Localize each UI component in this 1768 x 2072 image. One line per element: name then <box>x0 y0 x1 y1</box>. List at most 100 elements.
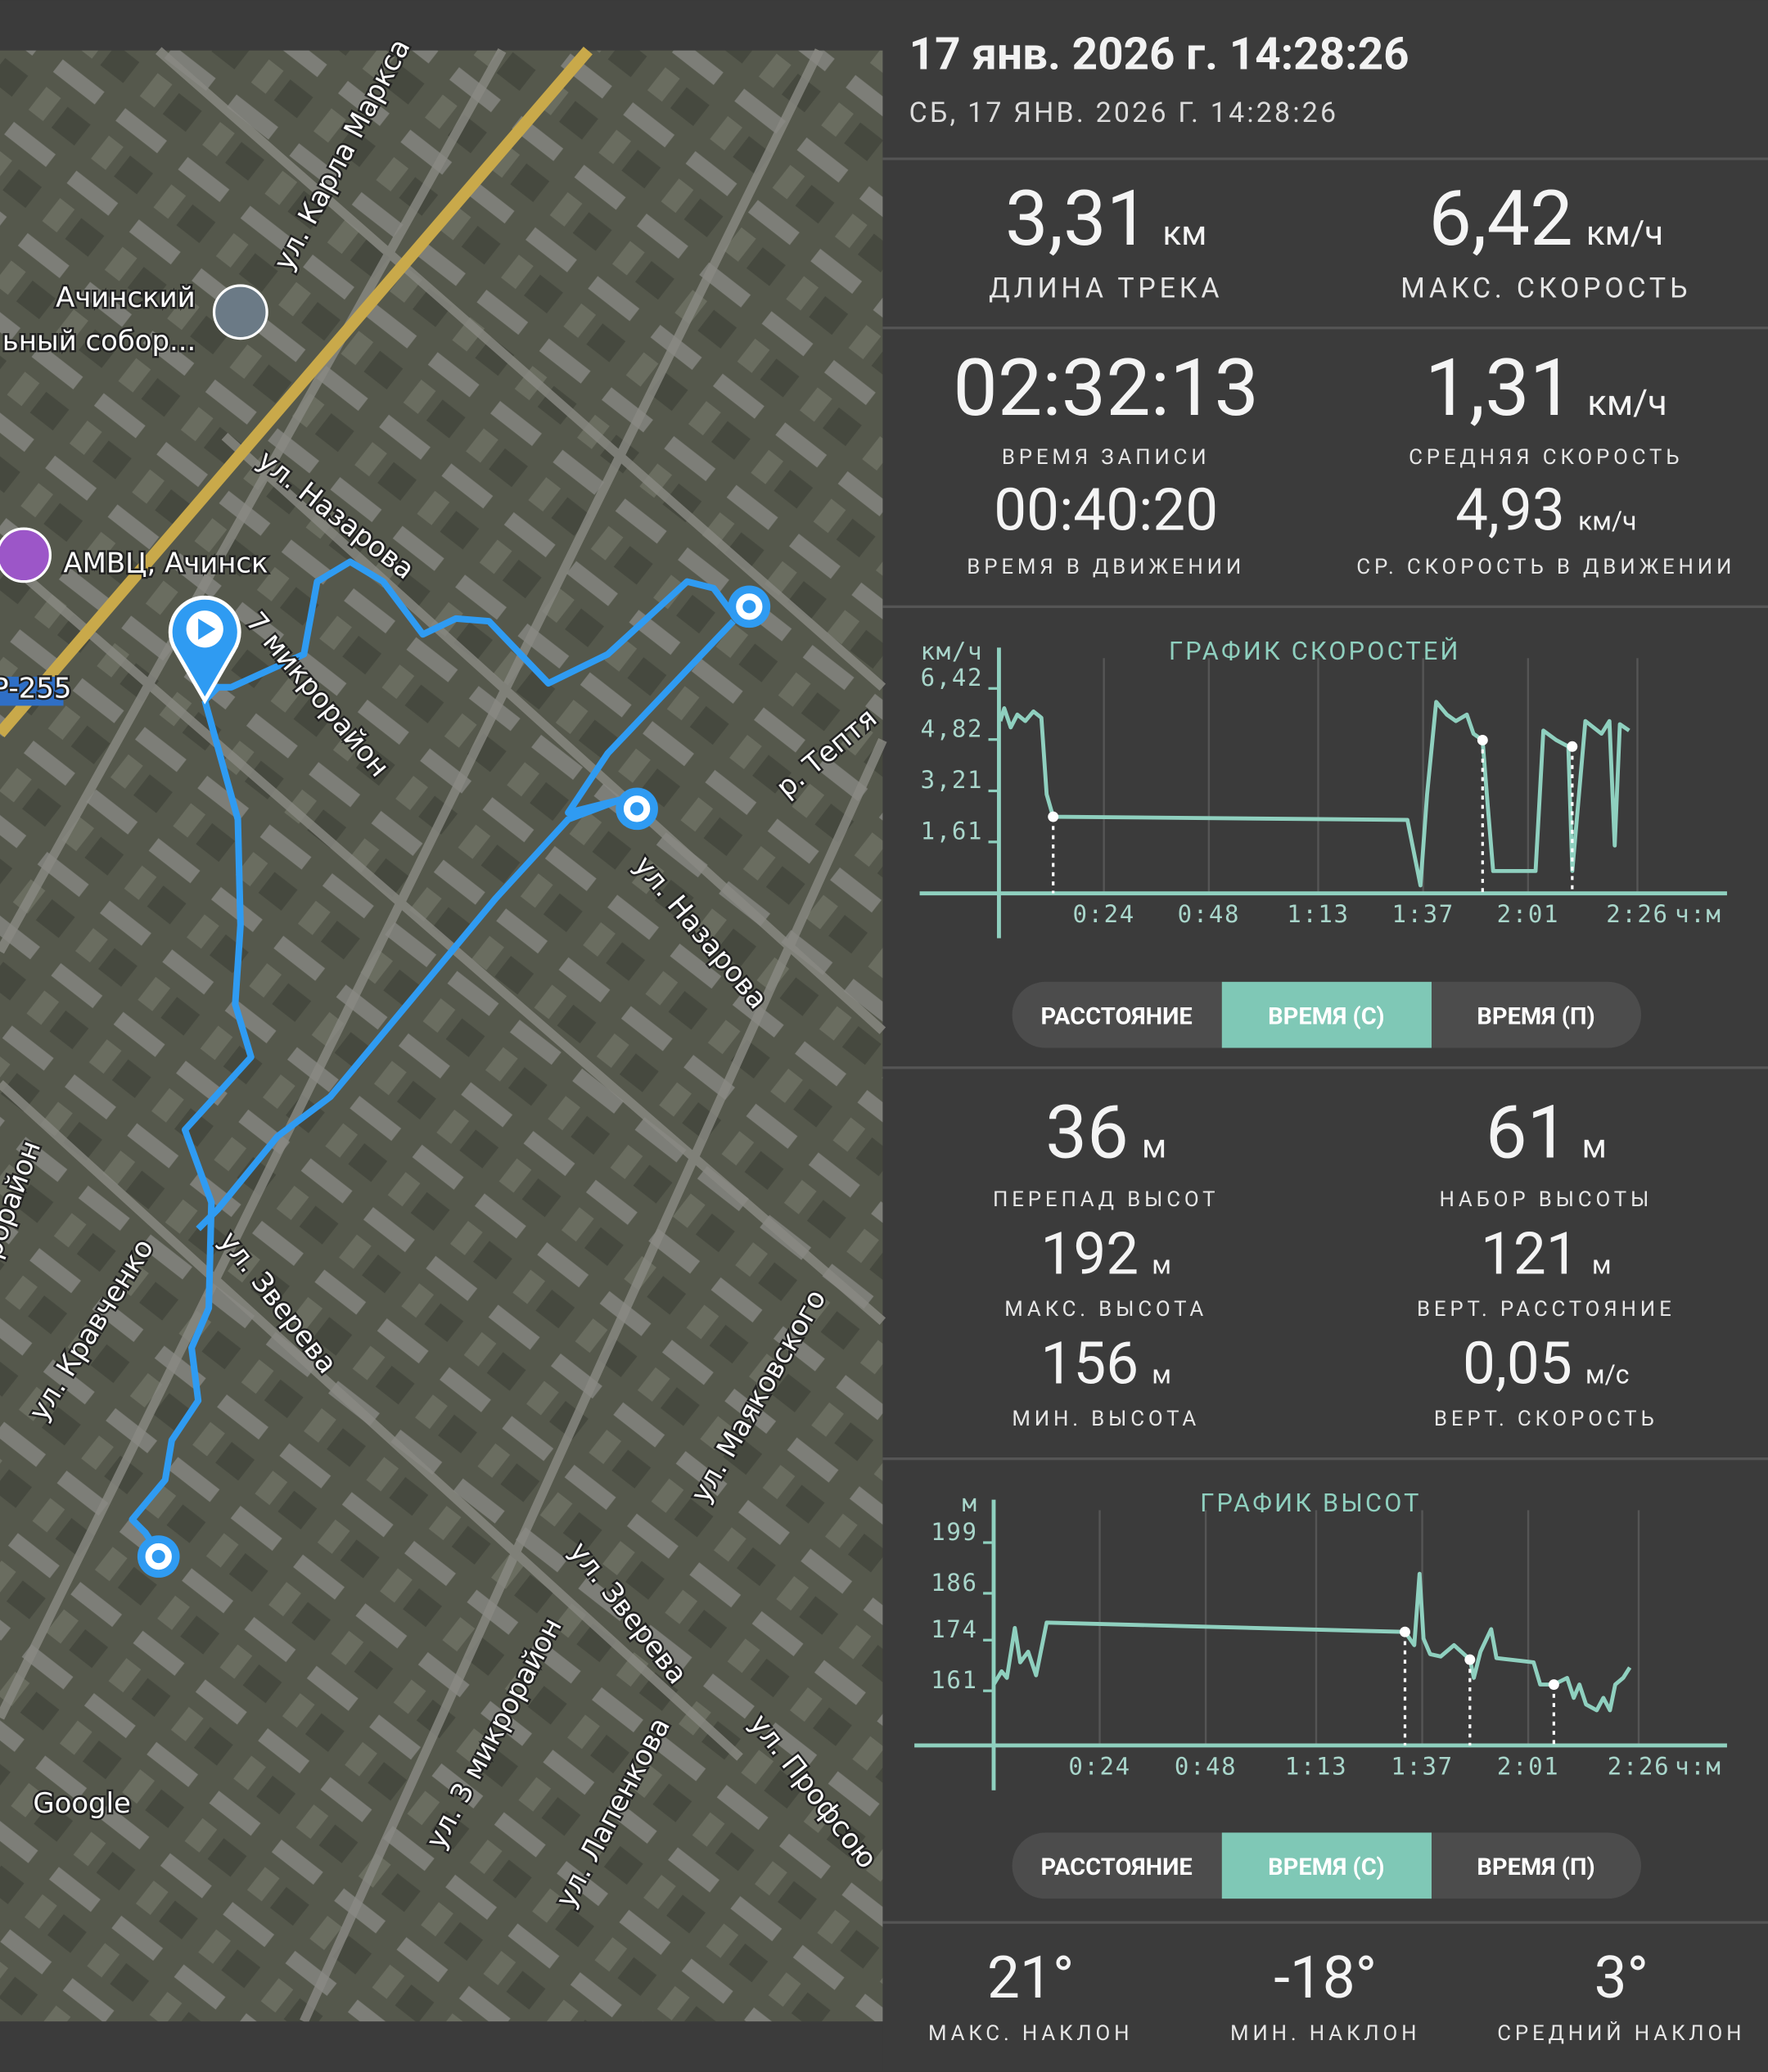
x-tick-label: 1:37 <box>1391 900 1454 928</box>
stat-value: 61 м <box>1486 1090 1607 1177</box>
stat-value: -18° <box>1274 1944 1377 2012</box>
value: 21° <box>987 1944 1074 2012</box>
value: 61 <box>1486 1090 1569 1177</box>
unit: км/ч <box>1586 214 1663 254</box>
x-axis-label: ч:м <box>1675 900 1721 928</box>
y-tick-label: 174 <box>931 1615 977 1643</box>
stat-label: СРЕДНЯЯ СКОРОСТЬ <box>1409 445 1683 470</box>
stat-label: СРЕДНИЙ НАКЛОН <box>1497 2021 1745 2046</box>
data-line <box>991 1571 1632 1713</box>
toggle-active[interactable] <box>1221 1832 1432 1899</box>
x-tick-label: 0:24 <box>1072 900 1134 928</box>
stat-value: 1,31 км/ч <box>1425 341 1667 435</box>
data-line <box>998 700 1630 888</box>
marker <box>1548 1679 1559 1691</box>
title: 17 янв. 2026 г. 14:28:26 <box>909 28 1409 80</box>
stat-value: 121 м <box>1481 1221 1612 1289</box>
x-tick-label: 1:13 <box>1287 900 1349 928</box>
stat-label: НАБОР ВЫСОТЫ <box>1439 1187 1653 1212</box>
stat-label: ВРЕМЯ В ДВИЖЕНИИ <box>967 555 1245 579</box>
y-tick-label: 1,61 <box>921 818 983 845</box>
stat-label: МИН. ВЫСОТА <box>1012 1407 1200 1431</box>
stat-label: МИН. НАКЛОН <box>1230 2021 1420 2046</box>
marker <box>1567 741 1578 752</box>
unit: м <box>1152 1359 1171 1390</box>
toggle-active[interactable] <box>1221 981 1432 1048</box>
marker <box>1477 735 1488 745</box>
toggle-option[interactable]: РАССТОЯНИЕ <box>1040 1854 1192 1881</box>
y-tick-label: 6,42 <box>921 664 983 691</box>
stat-label: ПЕРЕПАД ВЫСОТ <box>993 1187 1219 1212</box>
x-axis-label: ч:м <box>1675 1752 1721 1780</box>
unit: км/ч <box>1578 506 1637 537</box>
value: 00:40:20 <box>994 477 1218 545</box>
chart-title: ГРАФИК ВЫСОТ <box>1200 1489 1421 1518</box>
x-tick-label: 0:48 <box>1178 900 1240 928</box>
value: 36 <box>1045 1090 1129 1177</box>
x-tick-label: 0:48 <box>1175 1752 1237 1780</box>
stat-value: 156 м <box>1040 1331 1171 1399</box>
stat-value: 6,42 км/ч <box>1428 173 1663 264</box>
y-tick-label: 186 <box>931 1569 977 1597</box>
stat-value: 3° <box>1594 1944 1648 2012</box>
stat-label: МАКС. НАКЛОН <box>928 2021 1133 2046</box>
toggle-option[interactable]: ВРЕМЯ (С) <box>1268 1854 1384 1881</box>
stat-label: СР. СКОРОСТЬ В ДВИЖЕНИИ <box>1356 555 1735 579</box>
stat-label: ВРЕМЯ ЗАПИСИ <box>1002 445 1211 470</box>
value: 121 <box>1481 1221 1579 1289</box>
x-tick-label: 1:13 <box>1285 1752 1347 1780</box>
y-tick-label: 4,82 <box>921 714 983 742</box>
map-label: АМВЦ, Ачинск <box>63 547 268 579</box>
stat-value: 3,31 км <box>1005 173 1206 264</box>
chart-title: ГРАФИК СКОРОСТЕЙ <box>1169 637 1461 666</box>
y-axis-label: км/ч <box>921 637 983 665</box>
map-label: Р-255 <box>0 673 71 705</box>
stat-value: 0,05 м/с <box>1463 1331 1629 1399</box>
value: 3,31 <box>1005 173 1149 264</box>
y-axis-label: м <box>963 1489 978 1517</box>
marker <box>1400 1626 1410 1637</box>
toggle-option[interactable]: ВРЕМЯ (С) <box>1268 1002 1384 1030</box>
stat-label: ВЕРТ. РАССТОЯНИЕ <box>1417 1297 1676 1322</box>
toggle-option[interactable]: РАССТОЯНИЕ <box>1040 1002 1192 1030</box>
value: 4,93 <box>1455 477 1565 545</box>
stat-value: 00:40:20 <box>994 477 1218 545</box>
x-tick-label: 2:26 <box>1606 900 1668 928</box>
stat-value: 21° <box>987 1944 1074 2012</box>
y-tick-label: 199 <box>931 1518 977 1546</box>
value: 02:32:13 <box>953 341 1259 435</box>
unit: м <box>1152 1250 1171 1281</box>
value: 3° <box>1594 1944 1648 2012</box>
stat-value: 192 м <box>1040 1221 1171 1289</box>
stat-label: ДЛИНА ТРЕКА <box>989 273 1223 305</box>
unit: км/ч <box>1587 382 1667 424</box>
y-tick-label: 161 <box>931 1666 977 1694</box>
value: -18° <box>1274 1944 1377 2012</box>
stat-label: ВЕРТ. СКОРОСТЬ <box>1434 1407 1658 1431</box>
toggle-option[interactable]: ВРЕМЯ (П) <box>1477 1854 1594 1881</box>
stat-label: МАКС. ВЫСОТА <box>1004 1297 1207 1322</box>
stat-value: 4,93 км/ч <box>1455 477 1636 545</box>
stat-value: 02:32:13 <box>953 341 1259 435</box>
unit: м <box>1582 1127 1607 1166</box>
unit: м <box>1142 1127 1166 1166</box>
value: 156 <box>1040 1331 1139 1399</box>
x-tick-label: 2:01 <box>1497 900 1559 928</box>
map[interactable] <box>0 46 887 2072</box>
marker <box>1464 1654 1476 1665</box>
subtitle: СБ, 17 ЯНВ. 2026 Г. 14:28:26 <box>909 97 1339 129</box>
x-tick-label: 0:24 <box>1068 1752 1130 1780</box>
map-label: ьный собор... <box>2 325 196 357</box>
map-label: Google <box>33 1787 131 1819</box>
x-tick-label: 2:26 <box>1608 1752 1670 1780</box>
y-tick-label: 3,21 <box>921 766 983 794</box>
value: 0,05 <box>1463 1331 1572 1399</box>
x-tick-label: 2:01 <box>1497 1752 1559 1780</box>
marker <box>1048 811 1059 822</box>
map-label: Ачинский <box>56 282 196 313</box>
stat-label: МАКС. СКОРОСТЬ <box>1400 273 1691 305</box>
toggle-option[interactable]: ВРЕМЯ (П) <box>1477 1002 1594 1030</box>
x-tick-label: 1:37 <box>1391 1752 1453 1780</box>
unit: м/с <box>1585 1359 1630 1390</box>
